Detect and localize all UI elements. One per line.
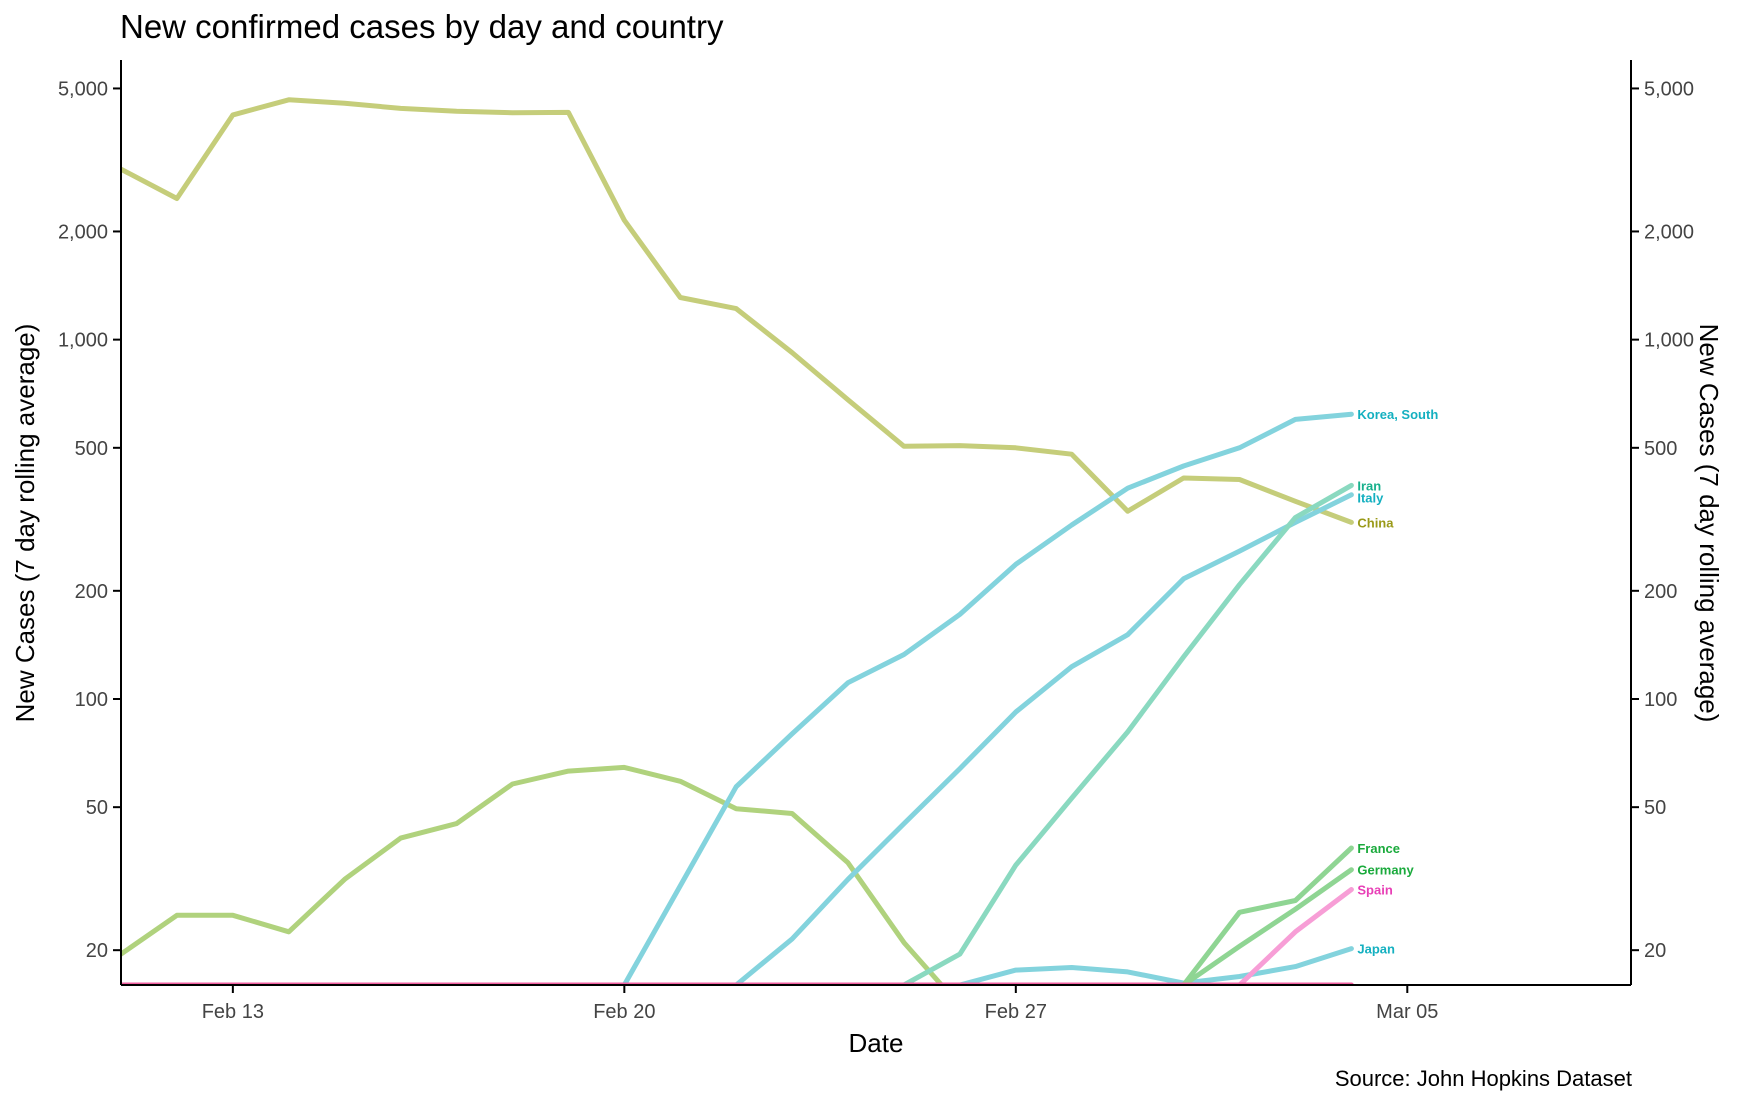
series-line-spain — [1237, 887, 1354, 985]
y-axis-title-left: New Cases (7 day rolling average) — [10, 324, 40, 723]
series-line-germany — [1181, 867, 1354, 985]
series-line-china — [121, 97, 1354, 525]
y-tick-label-right: 200 — [1644, 581, 1677, 603]
y-tick-label-left: 5,000 — [58, 78, 108, 100]
source-caption: Source: John Hopkins Dataset — [1334, 1066, 1632, 1091]
x-tick-label: Feb 27 — [985, 1001, 1047, 1023]
x-axis-title: Date — [849, 1028, 904, 1058]
y-tick-label-right: 2,000 — [1644, 221, 1694, 243]
y-tick-label-left: 500 — [75, 438, 108, 460]
y-tick-label-left: 200 — [75, 581, 108, 603]
axes-layer: 20 20 50 50 100 100 200 200 500 500 1,000 1,000 2,00… — [58, 60, 1694, 1023]
y-tick-label-left: 2,000 — [58, 221, 108, 243]
x-tick-label: Mar 05 — [1376, 1001, 1438, 1023]
y-tick-label-right: 500 — [1644, 438, 1677, 460]
y-tick-label-left: 100 — [75, 689, 108, 711]
y-tick-label-left: 20 — [86, 940, 108, 962]
series-line-france — [1181, 845, 1354, 985]
series-layer — [121, 97, 1354, 985]
series-label-spain: Spain — [1357, 883, 1392, 898]
series-line-iran — [901, 482, 1354, 985]
series-label-china: China — [1357, 515, 1394, 530]
y-tick-label-right: 50 — [1644, 797, 1666, 819]
y-tick-label-left: 50 — [86, 797, 108, 819]
series-label-france: France — [1357, 841, 1400, 856]
x-tick-label: Feb 20 — [593, 1001, 655, 1023]
series-label-italy: Italy — [1357, 490, 1384, 505]
y-tick-label-right: 1,000 — [1644, 330, 1694, 352]
series-label-korea-south: Korea, South — [1357, 407, 1438, 422]
series-line-japan — [957, 946, 1354, 985]
series-label-germany: Germany — [1357, 863, 1414, 878]
y-tick-label-left: 1,000 — [58, 330, 108, 352]
y-axis-title-right: New Cases (7 day rolling average) — [1694, 324, 1724, 723]
y-tick-label-right: 100 — [1644, 689, 1677, 711]
series-label-japan: Japan — [1357, 942, 1395, 957]
y-tick-label-right: 5,000 — [1644, 78, 1694, 100]
series-label-iran: Iran — [1357, 478, 1381, 493]
y-tick-label-right: 20 — [1644, 940, 1666, 962]
series-line-italy — [733, 492, 1354, 985]
x-tick-label: Feb 13 — [202, 1001, 264, 1023]
series-line-korea-south — [621, 411, 1354, 985]
chart-title: New confirmed cases by day and country — [120, 8, 724, 45]
series-line-unlabeled-1 — [121, 764, 945, 985]
